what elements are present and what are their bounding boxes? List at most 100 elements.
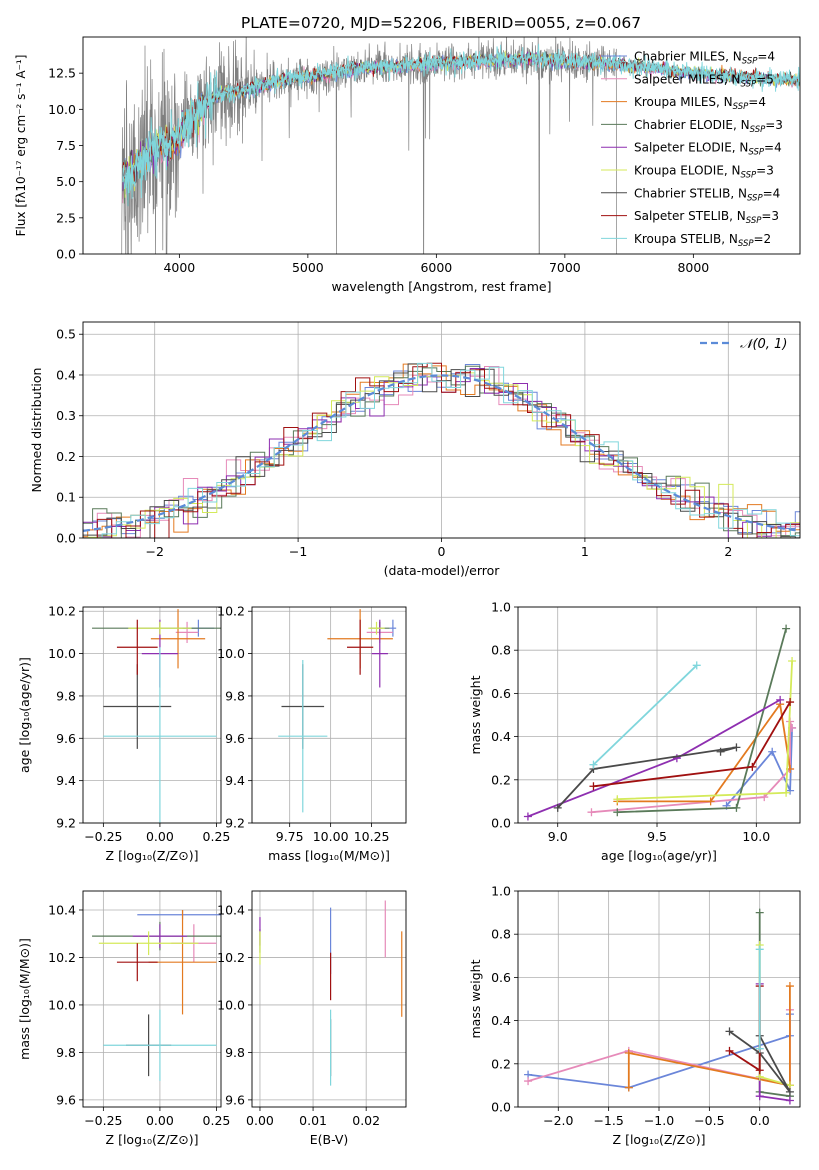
x-tick-label: −1.5 [593, 1113, 623, 1128]
x-tick-label: 9.75 [276, 829, 304, 844]
legend-entry: Kroupa MILES, NSSP=4 [634, 95, 766, 112]
x-tick-label: 0.25 [203, 1113, 231, 1128]
weight-marker [732, 743, 741, 752]
y-tick-label: 7.5 [56, 138, 76, 153]
weight_vs_age-panel: 9.0 9.5 10.0 0.0 0.2 0.4 0.6 0.8 1.0 age [log₁₀(a… [468, 600, 801, 863]
y-tick-label: 1.0 [491, 600, 511, 615]
legend-suffix: =4 [764, 141, 782, 155]
weight-marker [785, 982, 794, 991]
weight-marker [725, 1046, 734, 1055]
weight-marker [587, 808, 596, 817]
weight-marker [782, 624, 791, 633]
weight-series-line [617, 660, 793, 801]
axes-frame [82, 890, 222, 1108]
weight_vs_Z-panel: −2.0 −1.5 −1.0 −0.5 0.0 0.0 0.2 0.4 0.6 0.8 1.0 Z [… [468, 884, 801, 1147]
y-tick-label: 0.4 [491, 729, 511, 744]
legend-suffix: =4 [748, 95, 766, 109]
legend-text: Chabrier STELIB, N [634, 186, 747, 200]
y-axis-label: mass [log₁₀(M/M⊙)] [17, 938, 32, 1060]
y-tick-label: 0.5 [56, 327, 76, 342]
legend-text: Chabrier ELODIE, N [634, 118, 750, 132]
legend-sub: SSP [741, 171, 757, 181]
legend-text: Salpeter MILES, N [634, 72, 741, 86]
weight-marker [755, 1044, 764, 1053]
age_vs_mass-panel: 9.75 10.00 10.25 9.2 9.4 9.6 9.8 10.0 10.2 mass [… [217, 604, 407, 863]
y-tick-label: 0.4 [56, 367, 76, 382]
y-axis-label: Normed distribution [29, 368, 44, 493]
legend-suffix: =4 [757, 50, 775, 64]
x-tick-label: 0.00 [146, 1113, 174, 1128]
x-tick-label: 0.00 [246, 1113, 274, 1128]
x-axis-label: E(B-V) [310, 1132, 349, 1147]
y-tick-label: 9.4 [56, 773, 76, 788]
weight-series-line [593, 701, 791, 788]
x-axis-label: Z [log₁₀(Z/Z⊙)] [106, 1132, 199, 1147]
y-tick-label: 9.6 [56, 731, 76, 746]
x-tick-label: −1.0 [644, 1113, 674, 1128]
weight-series-line [592, 664, 698, 766]
legend-sub: SSP [738, 239, 754, 249]
residuals-panel: −2 −1 0 1 2 0.0 0.1 0.2 0.3 0.4 0.5 (data-model)/er… [29, 321, 801, 578]
y-axis-label: age [log₁₀(age/yr)] [17, 657, 32, 773]
x-tick-label: 1 [581, 544, 589, 559]
weight-marker [524, 1077, 533, 1086]
y-tick-label: 0.6 [491, 686, 511, 701]
weight-marker [785, 1087, 794, 1096]
x-axis-label: wavelength [Angstrom, rest frame] [331, 279, 551, 294]
y-tick-label: 0.2 [491, 1056, 511, 1071]
figure-title: PLATE=0720, MJD=52206, FIBERID=0055, z=0… [241, 14, 641, 32]
x-tick-label: 0.01 [299, 1113, 327, 1128]
x-tick-label: 0.00 [146, 829, 174, 844]
x-tick-label: −0.25 [84, 1113, 122, 1128]
legend-sub: SSP [742, 57, 758, 67]
y-tick-label: 9.6 [225, 1092, 245, 1107]
legend-sub: SSP [733, 102, 749, 112]
age_vs_Z-panel: −0.25 0.00 0.25 9.2 9.4 9.6 9.8 10.0 10.2 Z [log₁… [17, 604, 230, 863]
weight-marker [755, 1092, 764, 1101]
x-tick-label: 9.0 [548, 829, 568, 844]
legend-entry: Chabrier MILES, NSSP=4 [634, 50, 775, 67]
x-tick-label: −2 [145, 544, 163, 559]
observed-spectrum [121, 37, 617, 254]
model-spectrum-kroupa-stelib [122, 43, 800, 207]
y-tick-label: 9.8 [225, 688, 245, 703]
legend-text: Salpeter ELODIE, N [634, 141, 748, 155]
weight-marker [786, 698, 795, 707]
weight-marker [732, 803, 741, 812]
axes-frame [82, 606, 222, 824]
mass_vs_ebv-panel: 0.00 0.01 0.02 9.6 9.8 10.0 10.2 10.4 E(B-V) [217, 890, 407, 1147]
x-tick-label: 10.00 [313, 829, 349, 844]
legend-sub: SSP [746, 216, 762, 226]
x-tick-label: 6000 [420, 260, 452, 275]
y-tick-label: 0.0 [491, 1100, 511, 1115]
y-tick-label: 12.5 [48, 66, 76, 81]
weight-series-line [728, 1030, 791, 1093]
legend-text: Chabrier MILES, N [634, 50, 742, 64]
y-tick-label: 0.0 [56, 247, 76, 262]
x-axis-label: mass [log₁₀(M/M⊙)] [268, 848, 390, 863]
spectrum-panel: 4000 5000 6000 7000 8000 0.0 2.5 5.0 7.5 10.0 12.5… [14, 36, 801, 294]
y-axis-label: Flux [fλ10⁻¹⁷ erg cm⁻² s⁻¹ A⁻¹] [14, 55, 28, 237]
y-tick-label: 10.2 [217, 604, 245, 619]
weight-marker [755, 945, 764, 954]
weight-marker [748, 762, 757, 771]
y-tick-label: 0.3 [56, 408, 76, 423]
weight-marker [624, 1049, 633, 1057]
y-tick-label: 10.4 [48, 902, 76, 917]
weight-marker [706, 797, 715, 806]
x-tick-label: 8000 [677, 260, 709, 275]
weight-marker [624, 1083, 633, 1092]
weight-marker [768, 747, 777, 756]
legend-suffix: =3 [765, 118, 783, 132]
y-tick-label: 0.0 [491, 816, 511, 831]
x-axis-label: (data-model)/error [384, 563, 501, 578]
legend-entry: Salpeter ELODIE, NSSP=4 [634, 141, 782, 158]
x-tick-label: 10.0 [742, 829, 770, 844]
y-tick-label: 5.0 [56, 174, 76, 189]
legend-entry: Salpeter MILES, NSSP=5 [634, 72, 774, 89]
x-tick-label: 9.5 [647, 829, 667, 844]
legend-suffix: =3 [756, 164, 774, 178]
x-tick-label: −0.5 [694, 1113, 724, 1128]
weight-series-line [557, 746, 737, 809]
